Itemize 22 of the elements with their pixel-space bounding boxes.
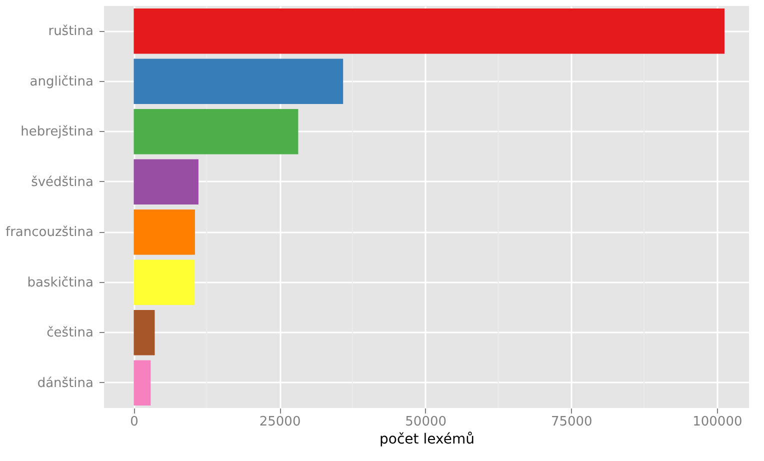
x-tick-label: 75000 — [550, 414, 592, 430]
bar — [134, 260, 194, 305]
y-tick-label: dánština — [37, 376, 94, 391]
bar — [134, 360, 151, 406]
x-tick-label: 0 — [130, 414, 138, 430]
y-tick-label: švédština — [31, 174, 94, 190]
bar — [134, 159, 198, 204]
y-tick-label: angličtina — [30, 74, 94, 90]
x-tick-label: 25000 — [259, 414, 301, 430]
x-tick-label: 50000 — [405, 414, 447, 430]
y-tick-label: baskičtina — [27, 275, 94, 290]
bar — [134, 58, 344, 104]
bar — [134, 109, 298, 154]
bar — [134, 210, 195, 255]
y-tick-label: francouzština — [6, 225, 94, 240]
bar — [134, 8, 725, 54]
y-tick-label: hebrejština — [20, 124, 94, 140]
x-tick-label: 100000 — [692, 414, 742, 430]
y-tick-label: ruština — [48, 24, 94, 40]
y-tick-label: čeština — [46, 326, 94, 341]
x-axis-title: počet lexémů — [380, 432, 474, 448]
bar — [134, 310, 155, 356]
